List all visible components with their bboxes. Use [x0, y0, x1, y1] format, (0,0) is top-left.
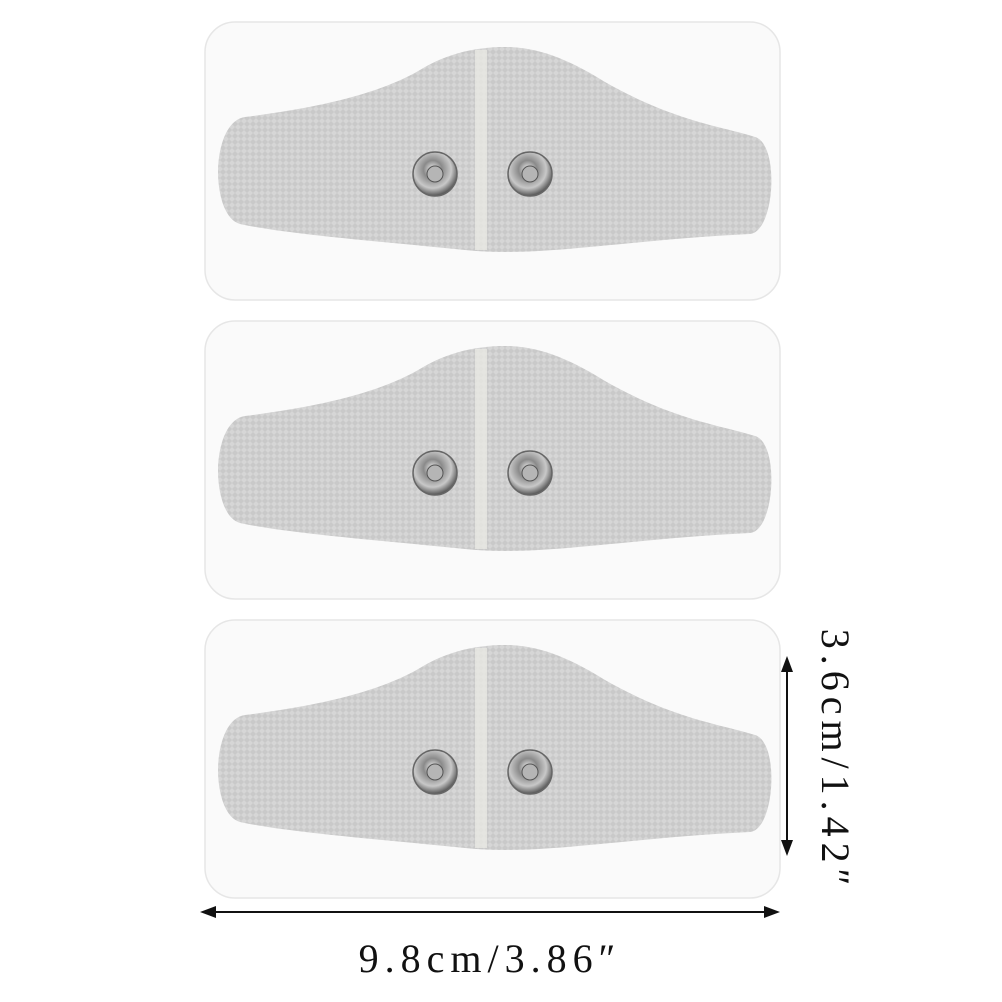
width-label: 9.8cm/3.86″: [359, 936, 622, 981]
height-label: 3.6cm/1.42″: [813, 629, 858, 892]
width-arrow: [200, 906, 780, 918]
electrode-pad: [204, 320, 781, 600]
electrode-pad: [204, 619, 781, 899]
height-arrow: [781, 656, 793, 856]
electrode-pad: [204, 21, 781, 301]
